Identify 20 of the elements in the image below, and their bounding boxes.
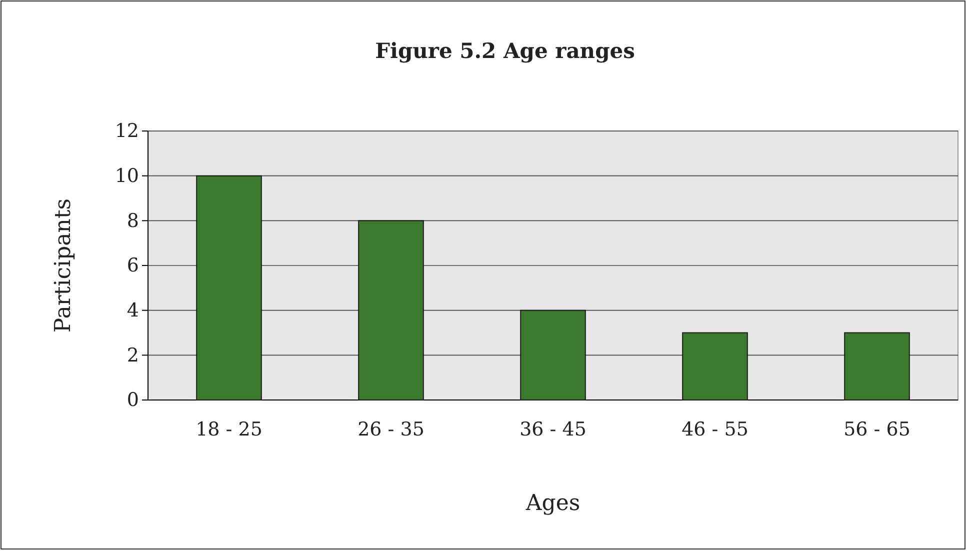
y-tick-label: 4 — [126, 299, 139, 322]
chart-title: Figure 5.2 Age ranges — [375, 38, 635, 63]
x-tick-label: 36 - 45 — [520, 418, 586, 440]
y-tick-label: 6 — [126, 254, 139, 277]
x-axis-title: Ages — [524, 491, 580, 516]
y-axis-title: Participants — [51, 198, 76, 333]
y-tick-label: 2 — [126, 344, 139, 366]
y-tick-label: 10 — [114, 164, 139, 187]
x-tick-label: 46 - 55 — [682, 418, 748, 440]
y-tick-label: 12 — [114, 120, 139, 142]
bar — [520, 310, 586, 400]
x-tick-label: 18 - 25 — [196, 418, 262, 440]
y-tick-label: 8 — [126, 210, 139, 232]
bar — [682, 332, 748, 400]
bar — [196, 175, 262, 400]
bar — [358, 220, 424, 400]
x-tick-label: 56 - 65 — [844, 418, 910, 440]
x-tick-label: 26 - 35 — [358, 418, 424, 440]
bar — [844, 332, 910, 400]
y-tick-label: 0 — [126, 389, 139, 412]
